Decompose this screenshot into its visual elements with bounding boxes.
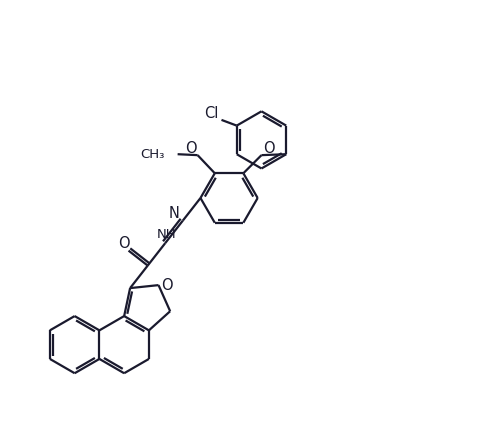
Text: O: O <box>161 278 173 293</box>
Text: O: O <box>118 236 130 250</box>
Text: O: O <box>263 141 274 156</box>
Text: NH: NH <box>156 228 176 241</box>
Text: O: O <box>185 141 196 156</box>
Text: Cl: Cl <box>204 106 218 121</box>
Text: CH₃: CH₃ <box>140 148 164 161</box>
Text: N: N <box>169 206 180 221</box>
